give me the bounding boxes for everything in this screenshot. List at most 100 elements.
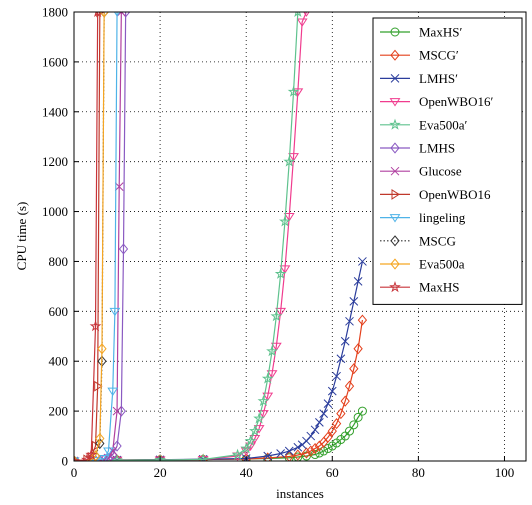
legend-entry: Eva500a′	[380, 117, 467, 132]
data-point-marker	[296, 18, 308, 27]
legend-label: OpenWBO16	[419, 187, 491, 202]
data-point-marker	[249, 435, 261, 444]
data-point-marker	[279, 215, 291, 227]
data-point-marker	[389, 281, 401, 293]
data-point-marker	[270, 342, 282, 352]
x-tick-label: 20	[154, 465, 167, 480]
data-point-marker	[391, 188, 400, 200]
data-point-marker	[288, 153, 299, 162]
data-point-marker	[357, 406, 367, 416]
data-point-marker	[244, 434, 257, 447]
y-tick-label: 800	[49, 254, 69, 269]
data-point-marker	[306, 445, 316, 457]
data-point-marker	[390, 142, 400, 154]
data-point-marker	[275, 307, 287, 317]
legend-label: LMHS	[419, 141, 455, 156]
y-tick-label: 400	[49, 354, 69, 369]
data-point-marker	[357, 314, 368, 326]
data-point-marker	[390, 49, 400, 61]
data-point-marker	[253, 412, 265, 424]
x-tick-label: 100	[495, 465, 515, 480]
data-point-marker	[390, 166, 400, 176]
data-point-marker	[197, 453, 210, 461]
legend-entry: Glucose	[380, 164, 462, 179]
y-tick-label: 1800	[42, 5, 68, 20]
y-tick-label: 1000	[42, 204, 68, 219]
legend-entry: LMHS	[380, 141, 455, 156]
y-axis-label: CPU time (s)	[14, 202, 29, 271]
data-point-marker	[389, 98, 401, 107]
data-point-marker	[107, 387, 119, 397]
data-point-marker	[336, 408, 346, 420]
legend-entry: lingeling	[380, 210, 466, 225]
data-point-marker	[353, 277, 363, 286]
data-point-marker	[89, 320, 102, 332]
series-line	[74, 12, 99, 461]
legend-label: MSCG′	[419, 48, 459, 63]
data-point-marker	[266, 345, 278, 357]
data-point-marker	[327, 386, 337, 396]
data-point-marker	[112, 406, 122, 416]
data-point-marker	[114, 182, 124, 191]
data-point-marker	[253, 425, 265, 434]
data-point-marker	[74, 454, 80, 461]
legend-label: LMHS′	[419, 71, 458, 86]
data-point-marker	[390, 27, 400, 37]
data-point-marker	[94, 380, 103, 392]
data-point-marker	[263, 451, 273, 461]
data-point-marker	[241, 453, 251, 461]
data-point-marker	[257, 394, 270, 407]
legend-box	[372, 17, 523, 305]
data-point-marker	[331, 418, 342, 430]
data-point-marker	[319, 409, 329, 418]
data-point-marker	[240, 442, 253, 454]
data-point-marker	[284, 450, 294, 461]
x-axis-label: instances	[276, 486, 324, 501]
data-point-marker	[97, 343, 107, 355]
legend-label: MaxHS	[419, 280, 459, 295]
data-point-marker	[323, 444, 333, 454]
data-point-marker	[353, 343, 363, 355]
y-tick-label: 1400	[42, 104, 68, 119]
data-point-marker	[327, 425, 337, 437]
data-point-marker	[315, 417, 324, 427]
series-layer	[74, 12, 368, 461]
legend-label: Eva500a′	[419, 117, 467, 132]
data-point-marker	[284, 453, 294, 461]
x-tick-label: 80	[412, 465, 425, 480]
plot-frame	[73, 11, 527, 462]
legend-label: Eva500a	[419, 257, 465, 272]
data-point-marker	[310, 450, 320, 460]
data-point-marker	[390, 74, 400, 83]
data-point-marker	[287, 85, 300, 97]
y-tick-label: 200	[49, 404, 69, 419]
y-tick-label: 600	[49, 304, 69, 319]
legend-entry: Eva500a	[380, 257, 465, 272]
data-point-marker	[390, 258, 400, 270]
data-point-marker	[306, 431, 316, 441]
data-point-marker	[310, 442, 320, 455]
data-point-marker	[81, 453, 93, 461]
data-point-marker	[118, 243, 129, 255]
data-point-marker	[90, 457, 101, 461]
data-point-marker	[116, 12, 126, 17]
legend-label: lingeling	[419, 210, 466, 225]
data-point-marker	[345, 316, 354, 326]
data-point-marker	[257, 410, 269, 419]
y-tick-label: 1600	[42, 54, 68, 69]
data-point-marker	[344, 380, 355, 392]
data-point-marker	[336, 354, 346, 364]
data-point-marker	[284, 446, 294, 456]
data-point-marker	[390, 235, 400, 247]
data-point-marker	[274, 267, 287, 279]
data-point-marker	[98, 455, 110, 461]
data-point-marker	[121, 12, 131, 18]
data-point-marker	[294, 12, 302, 17]
legend-label: Glucose	[419, 164, 462, 179]
data-point-marker	[103, 447, 114, 456]
data-point-marker	[389, 118, 401, 130]
data-point-marker	[99, 455, 109, 461]
data-point-marker	[301, 447, 312, 459]
legend: MaxHS′ MSCG′ LMHS′ OpenWBO16′ Eva500a′ LMHS Gl…	[372, 17, 523, 305]
